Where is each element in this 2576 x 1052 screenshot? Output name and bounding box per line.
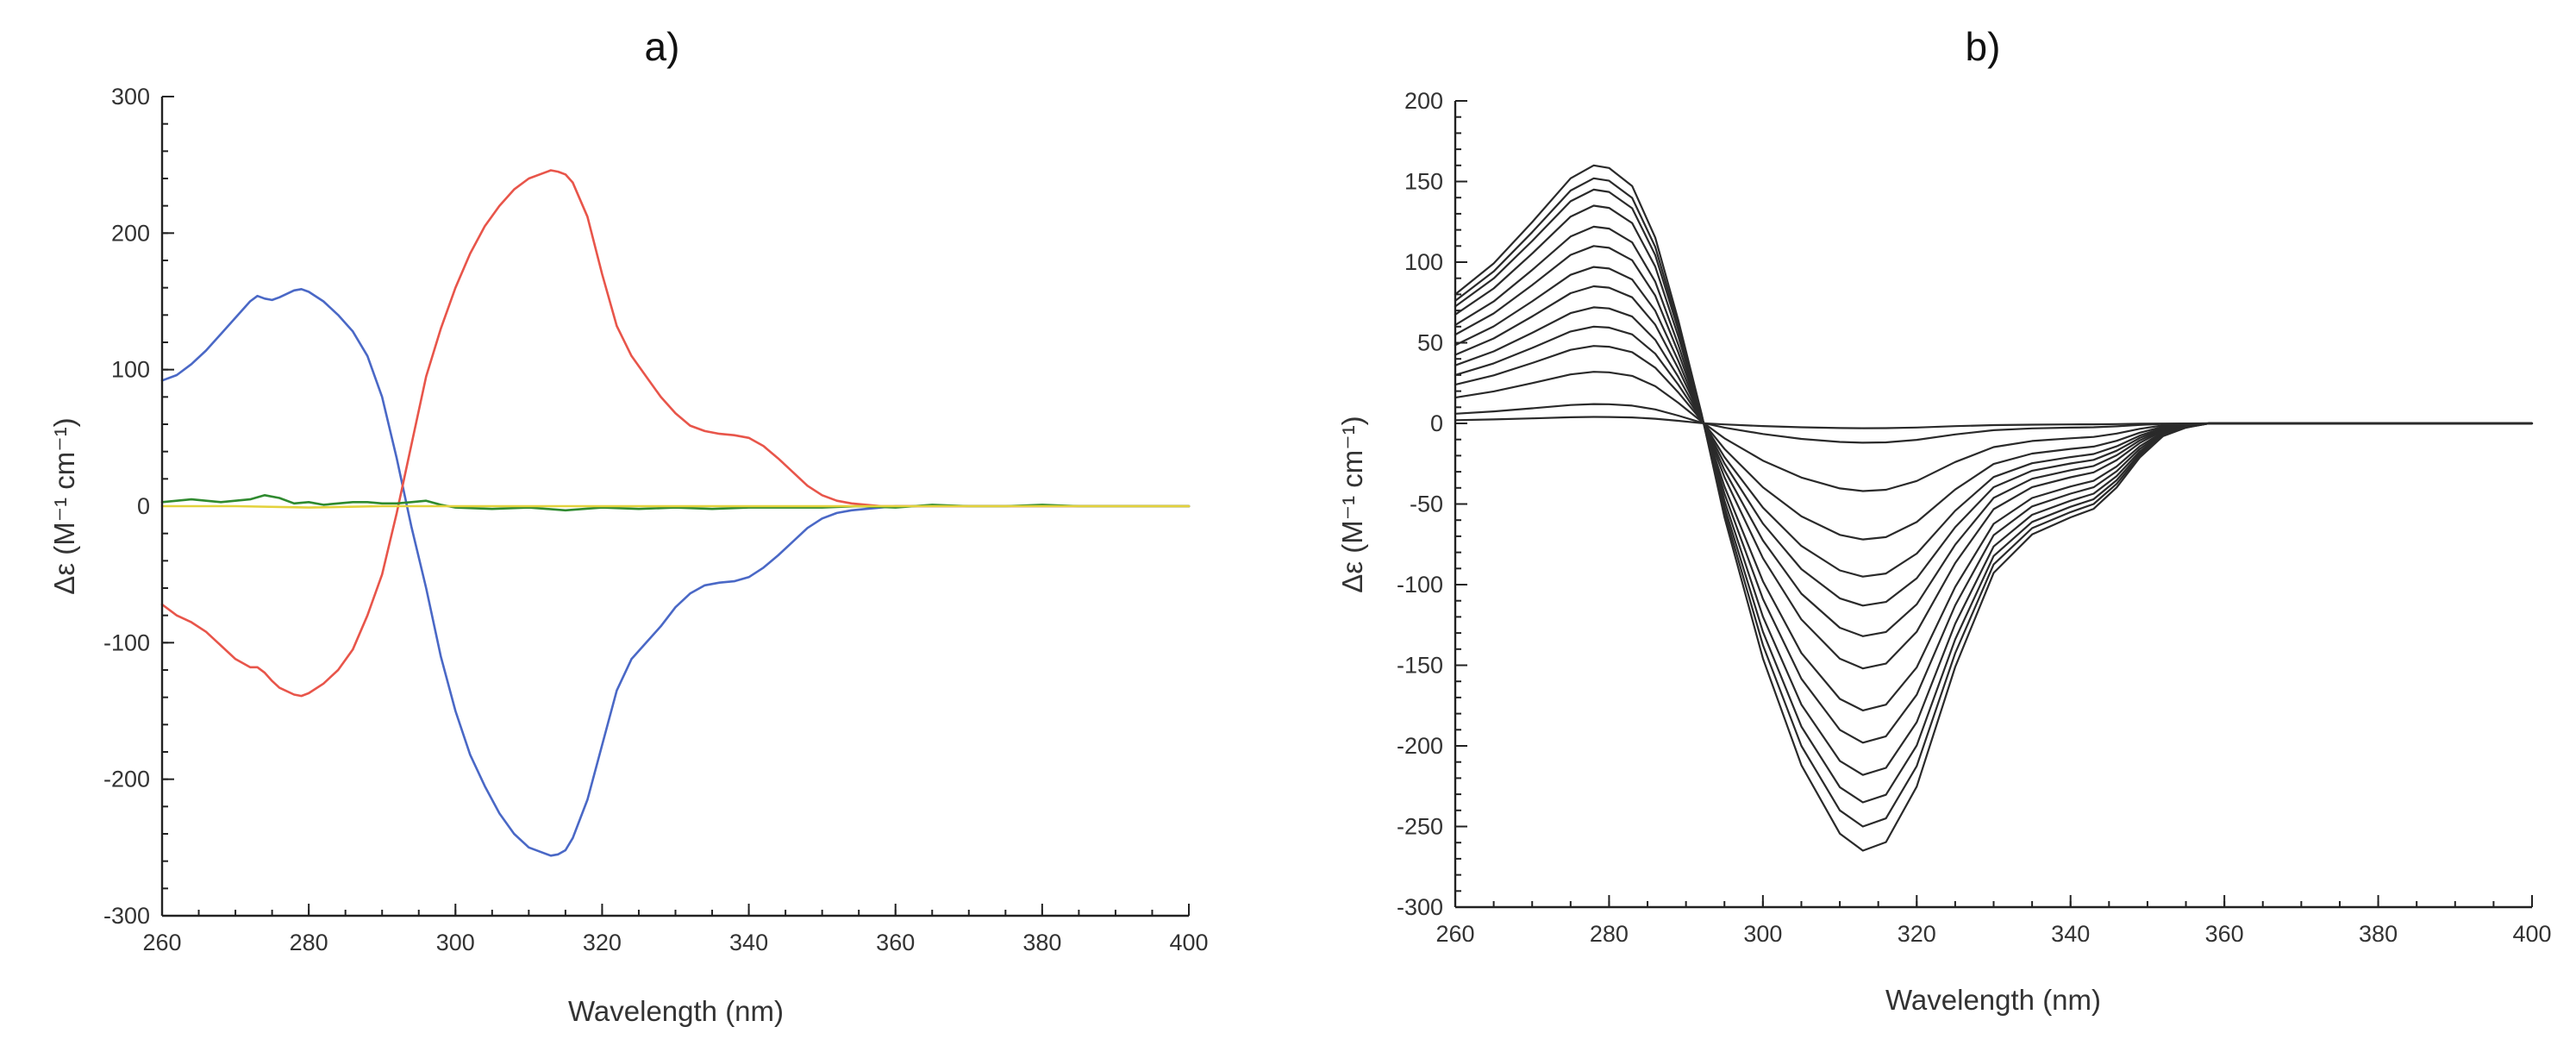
panel-b-x-tick-label: 280: [1590, 921, 1629, 947]
panel-b-y-tick-label: 150: [1404, 169, 1443, 195]
panel-a-series-line-2: [160, 169, 1191, 698]
panel-b-x-tick-label: 400: [2512, 921, 2551, 947]
panel-b-label: b): [1966, 24, 2001, 69]
panel-b-y-tick-label: -100: [1397, 572, 1443, 598]
panel-b-y-tick-label: -150: [1397, 653, 1443, 679]
panel-a-series: [160, 169, 1191, 857]
panel-a-x-tick-label: 300: [436, 930, 475, 955]
panel-b-x-tick-label: 380: [2359, 921, 2398, 947]
panel-a-y-tick-label: 0: [137, 493, 150, 519]
panel-a-x-tick-label: 360: [876, 930, 915, 955]
panel-b-y-axis-title: Δε (M⁻¹ cm⁻¹): [1336, 416, 1368, 592]
panel-b-x-tick-label: 260: [1435, 921, 1474, 947]
panel-a-ticks: 260 280 300 320 340 360 380 400 -300 -200 -100 0 100…: [103, 84, 1209, 955]
panel-b-x-tick-label: 320: [1898, 921, 1936, 947]
panel-a-y-tick-label: 200: [111, 220, 150, 246]
panel-a-x-tick-label: 280: [290, 930, 328, 955]
panel-b-y-tick-label: -250: [1397, 814, 1443, 840]
panel-a-x-axis-title: Wavelength (nm): [568, 995, 784, 1027]
panel-b-chart: b) 260 280 300 320 340 360 380 400 -300 -250 -200 -…: [1336, 24, 2552, 1016]
panel-a-x-tick-label: 320: [583, 930, 622, 955]
panel-a-y-tick-label: 300: [111, 84, 150, 110]
panel-b-y-tick-label: 100: [1404, 249, 1443, 275]
panel-a-chart: a) 260 280 300 320 340 360 380 400 -300 -200 -100 0…: [48, 24, 1209, 1027]
panel-a-x-tick-label: 260: [142, 930, 181, 955]
panel-b-x-tick-label: 360: [2205, 921, 2244, 947]
panel-a-y-tick-label: -300: [103, 903, 150, 929]
panel-b-series-line-14: [1454, 416, 2534, 429]
panel-b-x-axis-title: Wavelength (nm): [1885, 984, 2101, 1016]
panel-a-y-axis-title: Δε (M⁻¹ cm⁻¹): [48, 417, 80, 594]
panel-a-x-tick-label: 400: [1169, 930, 1208, 955]
panel-b-series: [1454, 164, 2534, 852]
panel-b-y-tick-label: 200: [1404, 88, 1443, 114]
panel-a-y-tick-label: 100: [111, 357, 150, 383]
panel-a-y-tick-label: -200: [103, 767, 150, 792]
panel-b-y-tick-label: 50: [1417, 330, 1443, 356]
panel-a-series-line-4: [160, 504, 1191, 509]
panel-a-x-tick-label: 380: [1022, 930, 1061, 955]
panel-a-label: a): [645, 24, 680, 69]
panel-b-y-tick-label: -50: [1410, 492, 1443, 517]
panel-b-x-tick-label: 340: [2051, 921, 2090, 947]
panel-b-y-tick-label: -300: [1397, 894, 1443, 920]
panel-b-y-tick-label: -200: [1397, 733, 1443, 759]
panel-a-x-tick-label: 340: [729, 930, 768, 955]
panel-a-series-line-1: [160, 287, 1191, 857]
panel-b-y-tick-label: 0: [1430, 410, 1443, 436]
panel-b-x-tick-label: 300: [1743, 921, 1782, 947]
panel-a-y-tick-label: -100: [103, 629, 150, 655]
